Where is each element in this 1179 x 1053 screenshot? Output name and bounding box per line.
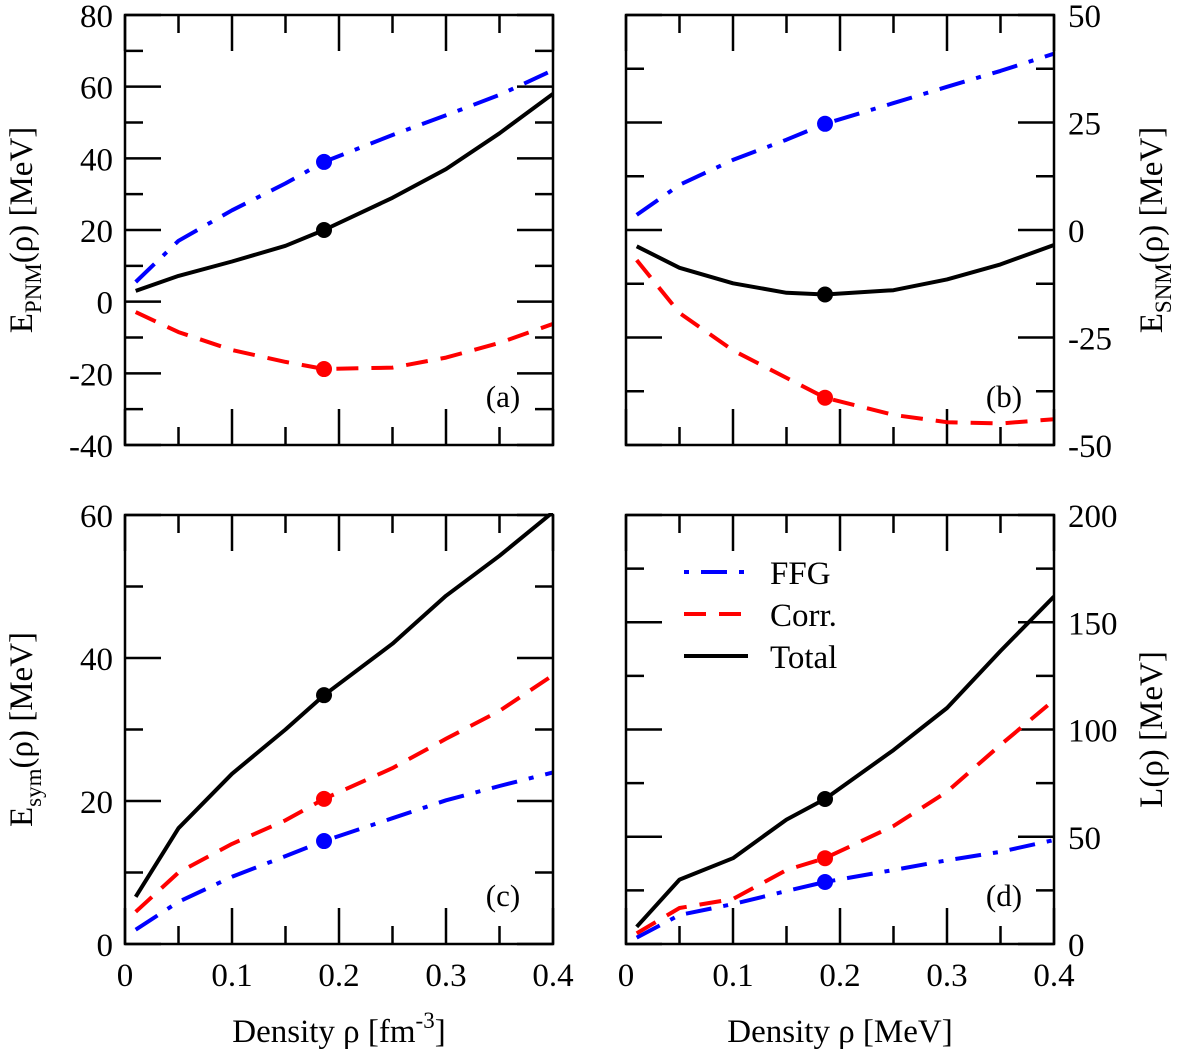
x-tick-label: 0.4 (532, 958, 573, 994)
x-axis-title-main: Density ρ [fm (232, 1014, 416, 1050)
saturation-marker-ffg (817, 115, 834, 132)
saturation-marker-corr (316, 361, 333, 378)
saturation-marker-total (817, 790, 834, 807)
y-tick-label: 80 (80, 0, 113, 35)
y-tick-label: 40 (80, 142, 113, 178)
legend-label: Corr. (770, 598, 837, 634)
saturation-marker-ffg (316, 153, 333, 170)
series-line-total (134, 513, 553, 898)
y-tick-label: 40 (80, 642, 113, 678)
panel-label: (a) (486, 379, 520, 414)
x-tick-label: 0.2 (819, 958, 860, 994)
x-tick-label: 0.3 (926, 958, 967, 994)
y-axis-title-main: E (4, 807, 40, 827)
x-axis-title-superscript: -3 (416, 1008, 435, 1033)
saturation-marker-total (316, 222, 333, 238)
panel-label: (b) (986, 379, 1022, 414)
y-axis-title-main: E (4, 313, 40, 333)
legend: FFG Corr. Total (684, 556, 837, 676)
series-line-corr (635, 698, 1054, 936)
y-tick-label: 20 (80, 785, 113, 821)
x-axis-title: Density ρ [fm-3] (232, 1008, 445, 1050)
y-axis-title: Esym(ρ) [MeV] (4, 632, 46, 827)
y-tick-label: -25 (1068, 322, 1112, 358)
y-tick-label: 0 (1068, 928, 1085, 964)
panel-label: (c) (486, 878, 520, 913)
y-axis-title-rest: (ρ) [MeV] (4, 632, 40, 769)
y-axis-title: ESNM(ρ) [MeV] (1134, 127, 1176, 334)
y-tick-label: 50 (1068, 0, 1101, 35)
series-line-ffg (635, 51, 1054, 217)
plot-frame (624, 13, 1056, 447)
saturation-marker-total (817, 286, 834, 303)
saturation-marker-corr (817, 389, 834, 406)
x-axis-title: Density ρ [MeV] (727, 1014, 952, 1050)
series-line-total (635, 243, 1054, 297)
saturation-marker-corr (817, 850, 834, 867)
x-tick-label: 0.1 (211, 958, 252, 994)
x-tick-label: 0.1 (712, 958, 753, 994)
saturation-marker-ffg (817, 874, 834, 891)
panel-d: 0 50 100 150 200 0 0.1 0.2 0.3 0.4 (d) L(ρ) [MeV] De… (618, 499, 1170, 1050)
y-tick-label: 0 (97, 928, 114, 964)
y-tick-label: 20 (80, 214, 113, 250)
y-axis-title-subscript: SNM (1151, 263, 1176, 313)
series-group (134, 68, 553, 371)
y-tick-label: 200 (1068, 499, 1118, 535)
x-axis-title-main: Density ρ [MeV] (727, 1014, 952, 1050)
x-tick-label: 0.4 (1033, 958, 1074, 994)
y-axis-title-main: L(ρ) [MeV] (1134, 651, 1170, 808)
series-group (134, 513, 553, 932)
y-tick-label: 50 (1068, 821, 1101, 857)
series-line-ffg (635, 838, 1054, 940)
legend-label: FFG (770, 556, 831, 592)
y-axis-title: EPNM(ρ) [MeV] (4, 127, 46, 334)
x-tick-label: 0.2 (318, 958, 359, 994)
panel-b: -50 -25 0 25 50 (b) ESNM(ρ) [MeV] (624, 0, 1176, 465)
x-tick-label: 0 (117, 958, 134, 994)
x-axis-title-rest: ] (435, 1014, 446, 1050)
y-tick-label: 150 (1068, 606, 1118, 642)
plot-frame (123, 13, 555, 447)
y-tick-label: -50 (1068, 429, 1112, 465)
y-tick-label: 0 (97, 286, 114, 322)
series-line-corr (134, 310, 553, 371)
plot-frame (624, 513, 1056, 946)
y-tick-label: 25 (1068, 107, 1101, 143)
saturation-marker-ffg (316, 833, 333, 850)
plot-frame (123, 513, 555, 946)
series-line-ffg (134, 68, 553, 284)
y-axis-title-subscript: PNM (21, 263, 46, 313)
y-tick-label: 100 (1068, 714, 1118, 750)
y-tick-label: -20 (69, 357, 113, 393)
y-axis-title-rest: (ρ) [MeV] (1134, 127, 1170, 264)
y-tick-label: 0 (1068, 214, 1085, 250)
series-line-total (135, 92, 553, 293)
y-axis-title-rest: (ρ) [MeV] (4, 127, 40, 264)
series-line-corr (134, 673, 553, 914)
panel-label: (d) (986, 878, 1022, 913)
y-tick-label: 60 (80, 499, 113, 535)
panel-a: -40 -20 0 20 40 60 80 (a) EPNM(ρ) [MeV] (4, 0, 555, 465)
legend-label: Total (770, 640, 837, 676)
series-line-corr (635, 258, 1054, 426)
y-axis-title-main: E (1134, 313, 1170, 333)
x-tick-label: 0.3 (425, 958, 466, 994)
y-axis-title: L(ρ) [MeV] (1134, 651, 1170, 808)
series-group (635, 51, 1054, 426)
saturation-marker-total (316, 687, 333, 704)
y-tick-label: -40 (69, 429, 113, 465)
saturation-marker-corr (316, 790, 333, 807)
y-tick-label: 60 (80, 71, 113, 107)
x-tick-label: 0 (618, 958, 635, 994)
series-line-ffg (134, 770, 553, 932)
panel-c: 0 20 40 60 0 0.1 0.2 0.3 0.4 (c) Esym(ρ) [MeV] Dens… (4, 499, 574, 1050)
y-axis-title-subscript: sym (21, 768, 46, 806)
